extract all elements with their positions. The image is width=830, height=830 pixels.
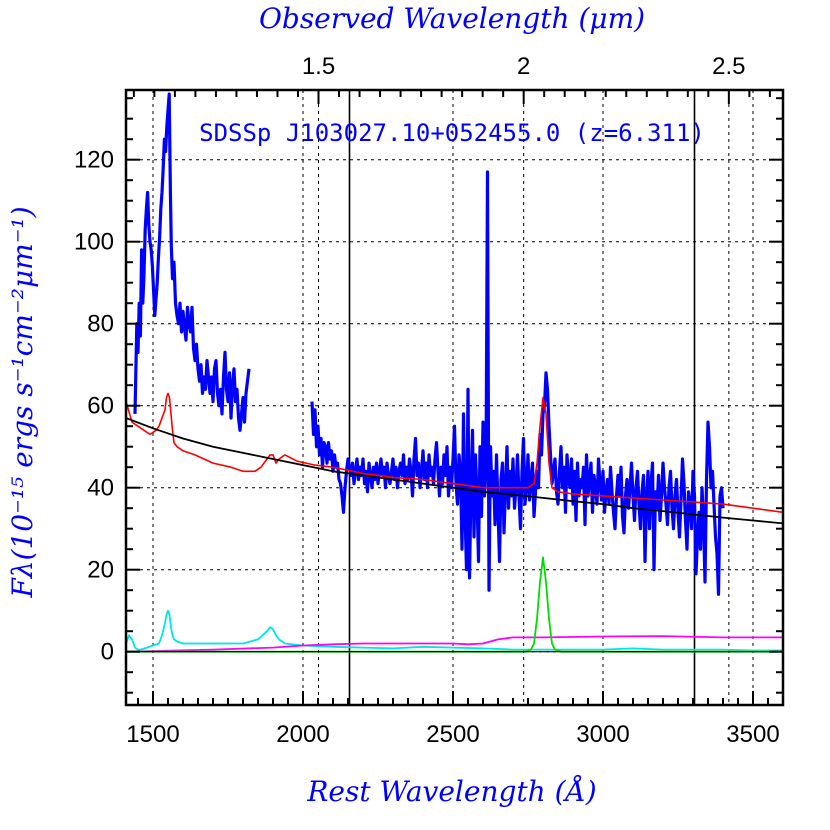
reference-lines: [348, 90, 696, 705]
series-composite: [125, 392, 784, 514]
series-spectrum-segment-0: [133, 92, 251, 432]
x2-tick-label-2: 2: [517, 53, 530, 80]
top-axis-title: Observed Wavelength (μm): [259, 2, 645, 35]
axis-ticks: [126, 90, 784, 705]
y-tick-label-80: 80: [87, 311, 114, 338]
series-mgii: [126, 556, 783, 653]
x-tick-label-1500: 1500: [126, 721, 179, 748]
y-axis-title: Fλ(10⁻¹⁵ ergs s⁻¹cm⁻²μm⁻¹): [6, 206, 39, 598]
x-tick-label-3000: 3000: [576, 721, 629, 748]
x-tick-label-2500: 2500: [426, 721, 479, 748]
series-balmer: [125, 635, 783, 653]
y-tick-label-120: 120: [74, 147, 114, 174]
series-spectrum-segment-1: [310, 170, 725, 596]
y-tick-label-60: 60: [87, 393, 114, 420]
series-fe: [125, 609, 783, 652]
chart-annotation: SDSSp J103027.10+052455.0 (z=6.311): [199, 119, 705, 147]
x2-tick-label-2.5: 2.5: [712, 53, 745, 80]
x-tick-label-3500: 3500: [726, 721, 779, 748]
x-axis-title: Rest Wavelength (Å): [306, 775, 596, 808]
y-tick-label-40: 40: [87, 475, 114, 502]
series-layer: [125, 92, 784, 653]
x-tick-label-2000: 2000: [276, 721, 329, 748]
plot-frame: [124, 88, 785, 707]
y-tick-label-0: 0: [101, 639, 114, 666]
series-continuum: [125, 417, 784, 525]
tick-labels: 1500 2000 2500 3000 3500 0 20 40 60 80 100 120 1.5 2 2…: [74, 53, 780, 748]
y-tick-label-100: 100: [74, 229, 114, 256]
x2-tick-label-1.5: 1.5: [302, 53, 335, 80]
y-tick-label-20: 20: [87, 557, 114, 584]
